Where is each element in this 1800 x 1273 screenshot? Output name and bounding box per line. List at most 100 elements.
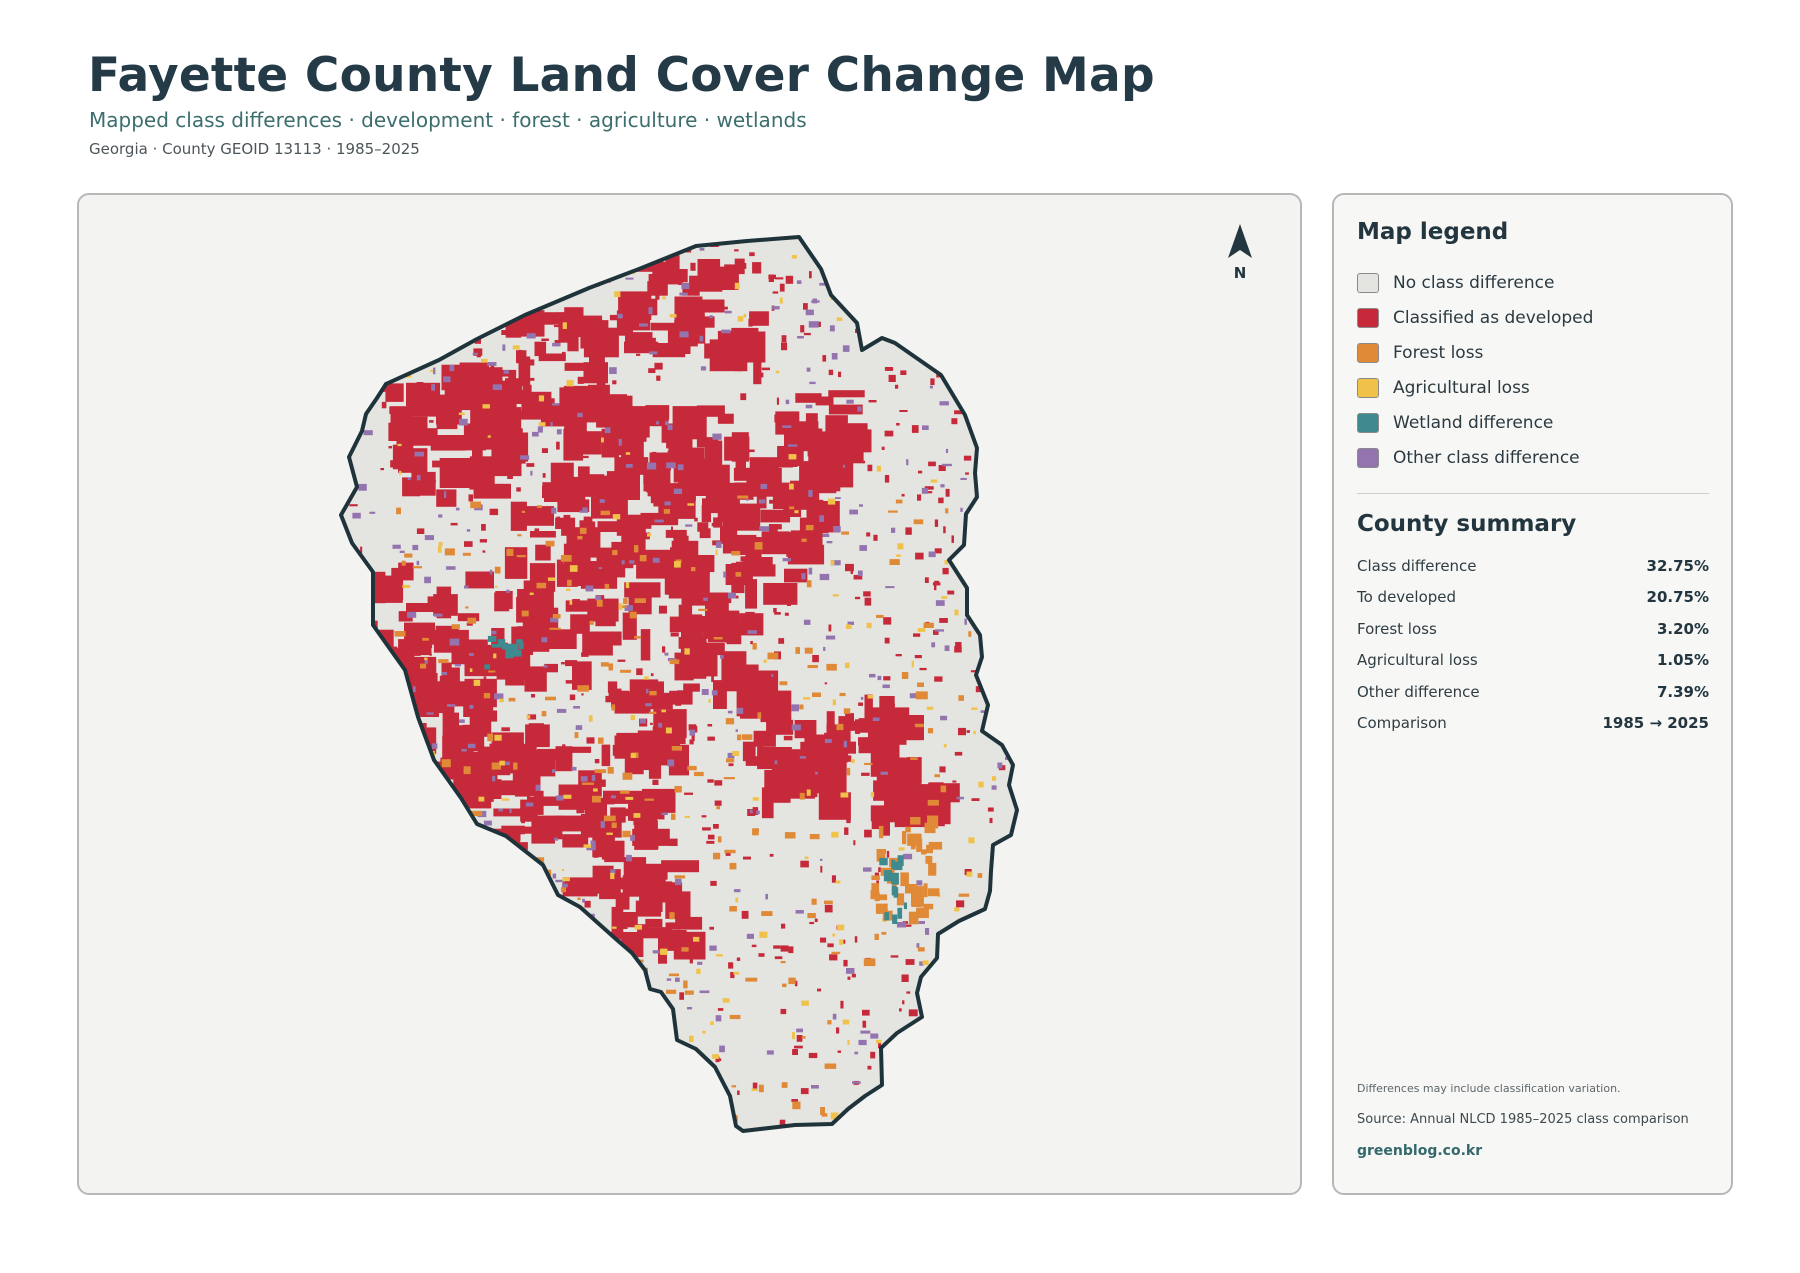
forest-loss-patch bbox=[607, 766, 614, 774]
developed-patch bbox=[977, 313, 985, 317]
developed-patch bbox=[569, 560, 573, 565]
developed-patch bbox=[700, 442, 710, 447]
developed-patch bbox=[530, 531, 556, 538]
other-patch bbox=[438, 514, 443, 518]
other-patch bbox=[857, 304, 865, 311]
forest-loss-patch bbox=[820, 1107, 825, 1115]
other-patch bbox=[556, 795, 564, 801]
developed-patch bbox=[668, 1113, 672, 1120]
other-patch bbox=[355, 820, 365, 827]
other-patch bbox=[805, 404, 813, 409]
source-text: Source: Annual NLCD 1985–2025 class comp… bbox=[1357, 1112, 1689, 1127]
agricultural-loss-patch bbox=[481, 358, 488, 363]
developed-patch bbox=[853, 574, 863, 580]
legend-label: Forest loss bbox=[1393, 342, 1484, 363]
developed-patch bbox=[624, 341, 651, 354]
developed-patch bbox=[973, 1084, 978, 1093]
other-patch bbox=[478, 1121, 484, 1125]
developed-patch bbox=[528, 277, 535, 285]
developed-patch bbox=[611, 912, 638, 928]
developed-patch bbox=[442, 1033, 451, 1038]
developed-patch bbox=[470, 396, 499, 428]
county-map[interactable] bbox=[79, 195, 1302, 1195]
other-patch bbox=[379, 257, 383, 263]
other-patch bbox=[925, 928, 930, 935]
developed-patch bbox=[411, 397, 414, 405]
developed-patch bbox=[619, 237, 635, 238]
developed-patch bbox=[890, 955, 899, 958]
developed-patch bbox=[611, 699, 620, 708]
developed-patch bbox=[745, 611, 755, 629]
agricultural-loss-patch bbox=[804, 856, 809, 859]
developed-patch bbox=[645, 881, 673, 894]
developed-patch bbox=[362, 1086, 369, 1090]
forest-loss-patch bbox=[492, 1008, 505, 1016]
developed-patch bbox=[827, 725, 837, 736]
other-patch bbox=[480, 1093, 485, 1099]
developed-patch bbox=[968, 288, 973, 294]
developed-patch bbox=[418, 334, 428, 339]
developed-patch bbox=[621, 424, 628, 428]
developed-patch bbox=[800, 325, 805, 333]
developed-patch bbox=[369, 688, 374, 696]
other-patch bbox=[903, 267, 906, 274]
agricultural-loss-patch bbox=[931, 1045, 937, 1050]
developed-patch bbox=[652, 491, 657, 496]
developed-patch bbox=[465, 571, 494, 589]
developed-patch bbox=[897, 243, 904, 250]
developed-patch bbox=[418, 1080, 427, 1084]
forest-loss-patch bbox=[888, 510, 898, 513]
developed-patch bbox=[795, 393, 822, 403]
forest-loss-patch bbox=[781, 1082, 788, 1088]
developed-patch bbox=[502, 252, 508, 261]
other-patch bbox=[422, 906, 426, 913]
developed-patch bbox=[362, 677, 374, 690]
agricultural-loss-patch bbox=[458, 412, 465, 415]
forest-loss-patch bbox=[974, 581, 984, 587]
forest-loss-patch bbox=[684, 990, 694, 995]
developed-patch bbox=[416, 664, 421, 670]
developed-patch bbox=[764, 753, 771, 758]
developed-patch bbox=[418, 961, 421, 969]
forest-loss-patch bbox=[671, 813, 676, 820]
other-patch bbox=[991, 785, 997, 790]
developed-patch bbox=[466, 622, 473, 626]
other-patch bbox=[699, 990, 710, 994]
forest-loss-patch bbox=[611, 1096, 619, 1105]
developed-patch bbox=[585, 800, 607, 825]
other-patch bbox=[921, 487, 928, 494]
developed-patch bbox=[918, 470, 923, 474]
developed-patch bbox=[602, 486, 617, 495]
other-patch bbox=[617, 313, 623, 319]
developed-patch bbox=[624, 473, 632, 479]
other-patch bbox=[879, 311, 890, 314]
developed-patch bbox=[513, 826, 543, 834]
other-patch bbox=[509, 929, 517, 935]
developed-patch bbox=[690, 510, 696, 518]
forest-loss-patch bbox=[424, 928, 433, 932]
forest-loss-patch bbox=[758, 1084, 764, 1093]
developed-patch bbox=[905, 527, 912, 535]
map-panel[interactable] bbox=[77, 193, 1302, 1195]
other-patch bbox=[523, 894, 527, 901]
developed-patch bbox=[429, 838, 433, 845]
summary-row-comparison: Comparison 1985 → 2025 bbox=[1357, 708, 1709, 740]
developed-patch bbox=[888, 374, 896, 382]
brand-link[interactable]: greenblog.co.kr bbox=[1357, 1143, 1483, 1159]
developed-patch bbox=[776, 397, 779, 405]
other-patch bbox=[472, 352, 478, 355]
forest-loss-patch bbox=[603, 815, 616, 822]
agricultural-loss-patch bbox=[644, 676, 649, 680]
legend-swatch bbox=[1357, 447, 1379, 468]
developed-patch bbox=[485, 427, 496, 435]
forest-loss-patch bbox=[444, 548, 455, 556]
other-patch bbox=[782, 425, 792, 428]
agricultural-loss-patch bbox=[944, 560, 949, 565]
agricultural-loss-patch bbox=[922, 960, 929, 965]
other-patch bbox=[808, 567, 813, 575]
developed-patch bbox=[905, 959, 915, 965]
developed-patch bbox=[525, 955, 528, 962]
other-patch bbox=[516, 292, 519, 297]
other-patch bbox=[855, 1123, 865, 1127]
developed-patch bbox=[934, 548, 942, 554]
